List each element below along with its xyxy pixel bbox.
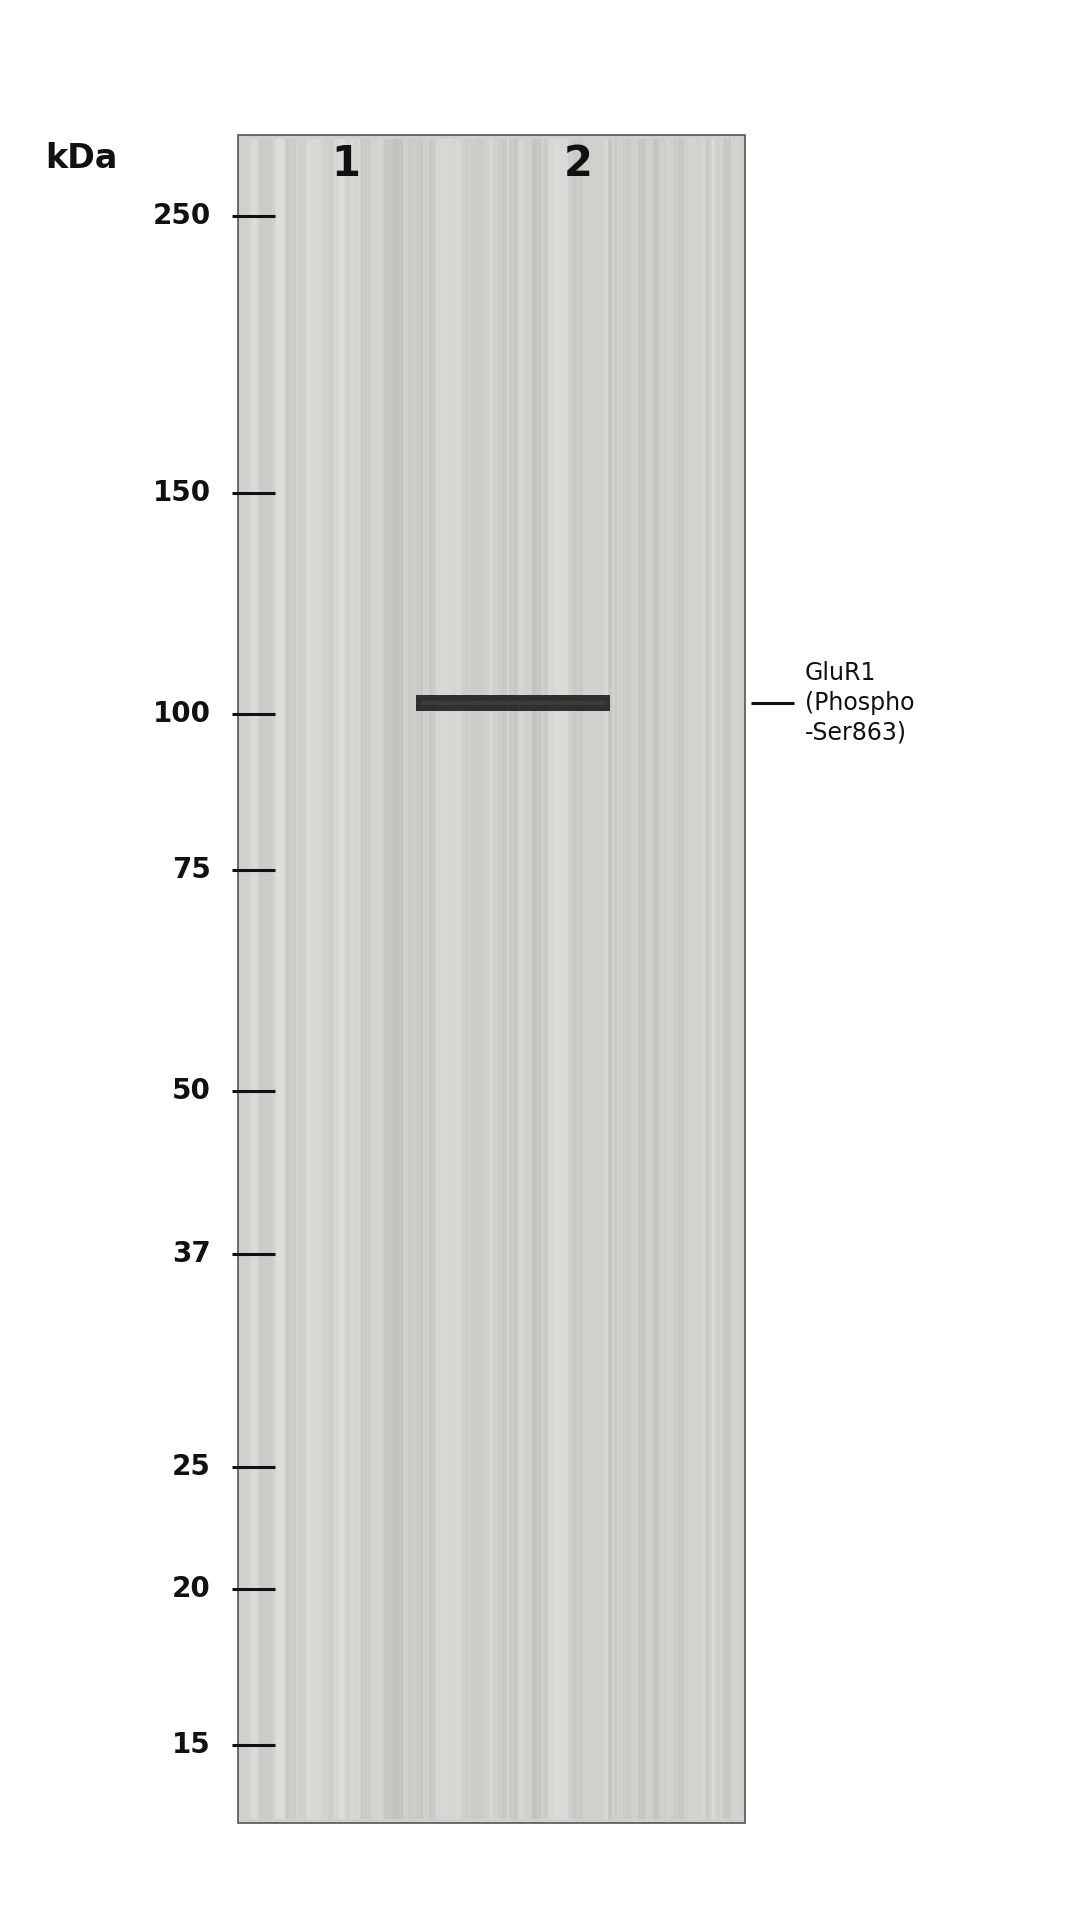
Bar <box>511 139 519 1819</box>
Bar <box>507 139 517 1819</box>
Bar <box>638 139 646 1819</box>
Bar <box>275 139 281 1819</box>
Text: 250: 250 <box>152 203 211 230</box>
Bar <box>411 139 417 1819</box>
Bar <box>558 139 568 1819</box>
Bar <box>678 139 684 1819</box>
Bar <box>518 139 524 1819</box>
Bar <box>449 139 462 1819</box>
Bar <box>383 139 396 1819</box>
Bar <box>715 139 720 1819</box>
Text: 150: 150 <box>152 480 211 507</box>
Bar <box>416 694 610 710</box>
Bar <box>356 139 361 1819</box>
Text: 75: 75 <box>172 856 211 883</box>
Bar <box>420 139 423 1819</box>
Bar <box>625 139 631 1819</box>
Bar <box>313 139 323 1819</box>
Bar <box>710 139 712 1819</box>
Bar <box>575 139 581 1819</box>
Bar <box>659 139 670 1819</box>
Bar <box>509 139 517 1819</box>
Bar <box>544 139 549 1819</box>
Bar <box>610 139 617 1819</box>
Bar <box>568 139 575 1819</box>
Bar <box>285 139 288 1819</box>
Bar <box>563 139 568 1819</box>
Bar <box>392 139 399 1819</box>
Bar <box>311 139 314 1819</box>
Bar <box>554 139 559 1819</box>
Bar <box>515 139 518 1819</box>
Bar <box>341 139 347 1819</box>
Text: 37: 37 <box>172 1240 211 1267</box>
Bar <box>503 139 508 1819</box>
Bar <box>604 139 615 1819</box>
Text: 2: 2 <box>564 143 592 185</box>
Bar <box>713 139 721 1819</box>
Bar <box>608 139 612 1819</box>
Bar <box>361 139 372 1819</box>
Text: 15: 15 <box>172 1730 211 1759</box>
Bar <box>338 139 346 1819</box>
Bar <box>456 139 460 1819</box>
Text: 20: 20 <box>172 1574 211 1603</box>
Bar <box>532 139 537 1819</box>
Bar <box>421 700 605 704</box>
Bar <box>252 139 257 1819</box>
Bar <box>370 139 381 1819</box>
Text: 25: 25 <box>172 1453 211 1481</box>
Bar <box>704 139 710 1819</box>
Bar <box>278 139 288 1819</box>
Bar <box>433 139 441 1819</box>
Bar <box>499 139 504 1819</box>
Bar <box>333 139 343 1819</box>
Text: 100: 100 <box>152 700 211 727</box>
Text: 1: 1 <box>332 143 360 185</box>
Bar <box>329 139 336 1819</box>
Bar <box>306 139 311 1819</box>
Bar <box>661 139 664 1819</box>
Bar <box>688 139 694 1819</box>
Bar <box>674 139 680 1819</box>
Bar <box>311 139 319 1819</box>
Bar <box>724 139 730 1819</box>
Bar <box>307 139 313 1819</box>
Bar <box>532 139 541 1819</box>
Text: kDa: kDa <box>44 141 118 176</box>
Bar <box>238 135 745 1823</box>
Bar <box>701 139 707 1819</box>
Bar <box>653 139 657 1819</box>
Bar <box>259 139 272 1819</box>
Bar <box>372 139 379 1819</box>
Bar <box>394 139 403 1819</box>
Bar <box>568 139 573 1819</box>
Bar <box>489 139 494 1819</box>
Bar <box>465 139 474 1819</box>
Bar <box>408 139 421 1819</box>
Bar <box>468 139 473 1819</box>
Bar <box>249 139 259 1819</box>
Bar <box>436 139 449 1819</box>
Bar <box>351 139 355 1819</box>
Text: 50: 50 <box>172 1076 211 1105</box>
Bar <box>677 139 684 1819</box>
Bar <box>546 139 559 1819</box>
Bar <box>656 139 667 1819</box>
Bar <box>286 139 296 1819</box>
Text: GluR1
(Phospho
-Ser863): GluR1 (Phospho -Ser863) <box>805 662 914 745</box>
Bar <box>715 139 719 1819</box>
Bar <box>429 139 433 1819</box>
Bar <box>476 139 484 1819</box>
Bar <box>580 139 583 1819</box>
Bar <box>653 139 658 1819</box>
Bar <box>608 139 616 1819</box>
Bar <box>275 139 282 1819</box>
Bar <box>727 139 739 1819</box>
Bar <box>708 139 716 1819</box>
Bar <box>287 139 298 1819</box>
